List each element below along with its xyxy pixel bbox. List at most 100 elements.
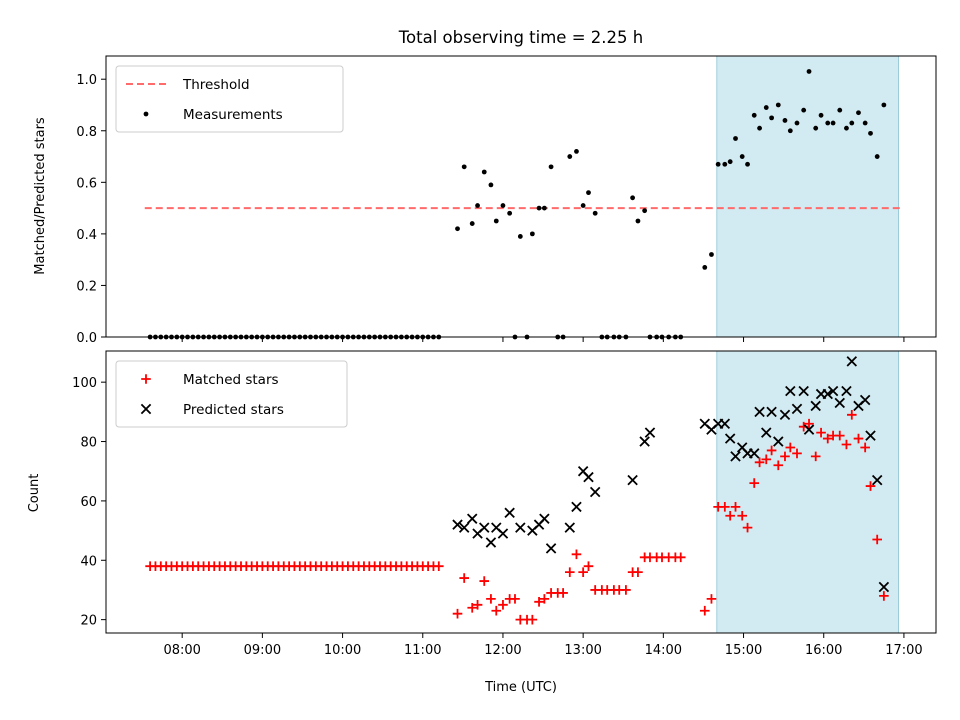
bottom-legend-box bbox=[115, 360, 348, 428]
bottom-point bbox=[779, 409, 791, 421]
bottom-point bbox=[539, 594, 550, 604]
bottom-point bbox=[627, 474, 638, 486]
bottom-point bbox=[822, 433, 833, 444]
top-highlight-band bbox=[716, 55, 899, 338]
top-point bbox=[529, 231, 535, 237]
bottom-point bbox=[749, 478, 760, 488]
bottom-point bbox=[564, 567, 575, 577]
bottom-point bbox=[791, 403, 803, 415]
bottom-point bbox=[504, 507, 515, 519]
top-point bbox=[745, 161, 750, 167]
bottom-point bbox=[841, 439, 852, 450]
top-y-tick-label: 0.4 bbox=[76, 228, 97, 243]
bottom-point bbox=[491, 605, 502, 616]
bottom-point bbox=[497, 528, 509, 539]
top-point bbox=[709, 252, 714, 257]
bottom-x-tick-label: 10:00 bbox=[324, 643, 361, 658]
top-point bbox=[493, 218, 499, 224]
bottom-y-tick-label: 40 bbox=[80, 554, 97, 569]
bottom-point bbox=[798, 385, 809, 397]
bottom-point bbox=[719, 418, 731, 429]
bottom-point bbox=[527, 614, 538, 625]
bottom-point bbox=[458, 522, 470, 533]
bottom-x-tick-label: 09:00 bbox=[244, 643, 281, 658]
bottom-point bbox=[434, 561, 444, 572]
top-point bbox=[830, 120, 836, 126]
top-y-tick-label: 0.0 bbox=[76, 331, 97, 346]
bottom-point bbox=[539, 513, 550, 524]
bottom-point bbox=[754, 406, 765, 418]
bottom-point bbox=[773, 460, 784, 471]
bottom-point bbox=[675, 552, 686, 563]
top-point bbox=[757, 125, 762, 131]
bottom-point bbox=[498, 600, 508, 610]
top-point bbox=[769, 115, 775, 121]
bottom-point bbox=[730, 451, 741, 462]
bottom-point bbox=[466, 513, 478, 524]
bottom-point bbox=[766, 406, 777, 418]
bottom-point bbox=[639, 436, 650, 447]
bottom-point bbox=[865, 481, 876, 491]
bottom-point bbox=[846, 356, 858, 367]
top-point bbox=[507, 210, 513, 216]
bottom-point bbox=[737, 510, 747, 521]
bottom-point bbox=[545, 543, 557, 554]
top-axes-frame bbox=[105, 55, 937, 338]
bottom-point bbox=[748, 448, 760, 459]
top-point bbox=[642, 208, 648, 214]
bottom-point bbox=[644, 427, 656, 438]
bottom-panel: 20 40 60 80 100 08:00 09:00 10:00 11:00 12:00 13:0… bbox=[72, 350, 937, 658]
top-point bbox=[787, 128, 793, 134]
bottom-point bbox=[472, 600, 483, 610]
bottom-point bbox=[804, 418, 814, 429]
bottom-point bbox=[730, 502, 741, 512]
top-point bbox=[455, 226, 460, 232]
bottom-point bbox=[515, 522, 526, 533]
bottom-point bbox=[706, 594, 717, 604]
bottom-legend: Matched stars Predicted stars bbox=[115, 360, 348, 428]
top-legend-dot-swatch bbox=[143, 111, 149, 117]
bottom-point bbox=[816, 427, 826, 438]
top-panel: 0.0 0.2 0.4 0.6 0.8 1.0 Threshold Measurements bbox=[76, 55, 937, 346]
bottom-point bbox=[589, 486, 601, 498]
top-point bbox=[488, 182, 494, 188]
bottom-x-tick-label: 13:00 bbox=[564, 643, 601, 658]
bottom-point bbox=[872, 534, 882, 545]
bottom-point bbox=[558, 588, 568, 598]
bottom-point bbox=[479, 522, 490, 533]
top-point bbox=[722, 161, 728, 167]
bottom-point bbox=[578, 567, 588, 577]
bottom-point bbox=[860, 442, 870, 453]
chart-title: Total observing time = 2.25 h bbox=[398, 28, 643, 47]
bottom-point bbox=[871, 474, 883, 486]
bottom-point bbox=[841, 385, 852, 397]
top-point bbox=[548, 164, 554, 170]
top-legend-series-label: Measurements bbox=[183, 107, 283, 123]
bottom-point bbox=[761, 427, 772, 438]
top-point bbox=[574, 148, 579, 154]
top-point bbox=[856, 110, 861, 116]
bottom-x-tick-label: 11:00 bbox=[404, 643, 441, 658]
top-point bbox=[541, 205, 547, 211]
top-point bbox=[837, 107, 843, 113]
bottom-point bbox=[780, 451, 790, 462]
top-point bbox=[825, 120, 831, 126]
bottom-point bbox=[720, 502, 730, 512]
bottom-point bbox=[803, 424, 815, 435]
bottom-point bbox=[853, 433, 864, 444]
bottom-point bbox=[846, 410, 857, 420]
top-point bbox=[763, 105, 769, 110]
bottom-y-tick-label: 20 bbox=[80, 614, 97, 629]
bottom-point bbox=[571, 549, 582, 560]
bottom-point bbox=[865, 430, 876, 441]
top-point bbox=[806, 69, 812, 74]
x-axis-label: Time (UTC) bbox=[484, 680, 557, 695]
top-point bbox=[727, 159, 733, 165]
bottom-point bbox=[859, 394, 871, 406]
bottom-point bbox=[633, 567, 643, 577]
top-y-axis-label: Matched/Predicted stars bbox=[33, 117, 48, 275]
top-point bbox=[739, 154, 745, 159]
bottom-point bbox=[754, 457, 765, 468]
bottom-point bbox=[564, 522, 576, 533]
top-point bbox=[469, 221, 475, 226]
